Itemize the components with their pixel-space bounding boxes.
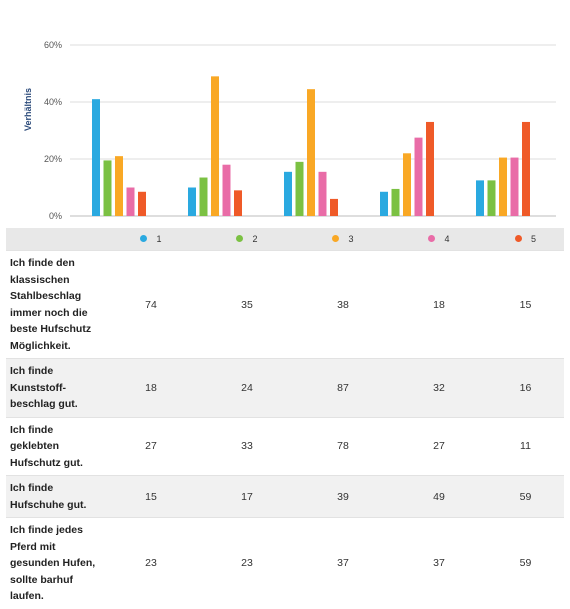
table-cell: 32 bbox=[391, 358, 487, 417]
legend-item-2: 2 bbox=[199, 228, 295, 251]
legend-label-3: 3 bbox=[348, 234, 354, 244]
bar-series-2-cat-2 bbox=[199, 177, 208, 216]
table-cell: 49 bbox=[391, 475, 487, 518]
y-axis-ticks: 0% 20% 40% 60% bbox=[44, 40, 62, 221]
bar-chart: 0% 20% 40% 60% Verhältnis bbox=[0, 0, 570, 228]
bar-series-1-cat-3 bbox=[284, 171, 292, 216]
bar-series-5-cat-4 bbox=[426, 121, 434, 216]
legend-dot-3 bbox=[332, 235, 340, 243]
bar-series-3-cat-3 bbox=[307, 89, 315, 216]
y-tick-label: 0% bbox=[49, 211, 62, 221]
table-cell: 38 bbox=[295, 250, 391, 359]
row-label: Ich finde Hufschuhe gut. bbox=[6, 475, 103, 518]
bar-series-2-cat-4 bbox=[391, 188, 400, 216]
legend-dot-4 bbox=[428, 235, 436, 243]
legend-item-3: 3 bbox=[295, 228, 391, 251]
bar-series-4-cat-2 bbox=[222, 164, 231, 216]
bar-series-2-cat-1 bbox=[103, 160, 112, 216]
table-cell: 78 bbox=[295, 416, 391, 476]
data-table: 1 2 3 4 5 Ich finde den klassischen Stah… bbox=[6, 228, 564, 609]
table-cell: 23 bbox=[103, 517, 199, 609]
table-cell: 15 bbox=[487, 250, 564, 359]
table-cell: 59 bbox=[487, 475, 564, 518]
bar-series-4-cat-3 bbox=[318, 171, 327, 216]
table-cell: 15 bbox=[103, 475, 199, 518]
bar-series-1-cat-1 bbox=[92, 99, 100, 216]
legend-item-1: 1 bbox=[103, 228, 199, 251]
table-cell: 59 bbox=[487, 517, 564, 609]
table-cell: 18 bbox=[391, 250, 487, 359]
table-cell: 27 bbox=[391, 416, 487, 476]
bar-series-5-cat-1 bbox=[138, 191, 146, 216]
bar-series-2-cat-5 bbox=[487, 180, 496, 216]
table-cell: 18 bbox=[103, 358, 199, 417]
legend-item-4: 4 bbox=[391, 228, 487, 251]
table-cell: 74 bbox=[103, 250, 199, 359]
y-tick-label: 20% bbox=[44, 154, 62, 164]
legend-label-1: 1 bbox=[156, 234, 162, 244]
table-cell: 39 bbox=[295, 475, 391, 518]
table-cell: 17 bbox=[199, 475, 295, 518]
bar-series-1-cat-4 bbox=[380, 191, 388, 216]
table-cell: 37 bbox=[391, 517, 487, 609]
legend-dot-5 bbox=[514, 235, 522, 243]
legend-item-5: 5 bbox=[487, 228, 564, 251]
row-label: Ich finde jedes Pferd mit gesunden Hufen… bbox=[6, 517, 103, 609]
chart-svg: 0% 20% 40% 60% Verhältnis bbox=[23, 40, 556, 221]
bar-series-4-cat-4 bbox=[414, 137, 423, 216]
row-label: Ich finde den klassischen Stahlbeschlag … bbox=[6, 250, 103, 359]
table-row: Ich finde geklebten Hufschutz gut. 27 33… bbox=[6, 416, 564, 476]
table-cell: 37 bbox=[295, 517, 391, 609]
bar-series-3-cat-4 bbox=[403, 153, 411, 216]
bar-series-5-cat-5 bbox=[522, 121, 530, 216]
bar-series-1-cat-5 bbox=[476, 180, 484, 216]
legend-label-5: 5 bbox=[530, 234, 536, 244]
bar-series-3-cat-5 bbox=[499, 157, 507, 216]
table-cell: 16 bbox=[487, 358, 564, 417]
y-tick-label: 60% bbox=[44, 40, 62, 50]
bar-series-1-cat-2 bbox=[188, 187, 196, 216]
legend-spacer bbox=[6, 228, 103, 251]
table-cell: 11 bbox=[487, 416, 564, 476]
table-cell: 23 bbox=[199, 517, 295, 609]
table-cell: 24 bbox=[199, 358, 295, 417]
legend-dot-1 bbox=[140, 235, 148, 243]
bar-series-3-cat-2 bbox=[211, 76, 219, 216]
legend-label-4: 4 bbox=[444, 234, 450, 244]
row-label: Ich finde Kunststoff-beschlag gut. bbox=[6, 358, 103, 417]
bar-series-5-cat-3 bbox=[330, 198, 338, 216]
bar-series-2-cat-3 bbox=[295, 161, 304, 216]
legend-dot-2 bbox=[236, 235, 244, 243]
y-tick-label: 40% bbox=[44, 97, 62, 107]
bar-series-3-cat-1 bbox=[115, 156, 123, 216]
bar-series-4-cat-5 bbox=[510, 157, 519, 216]
table-cell: 87 bbox=[295, 358, 391, 417]
bars bbox=[92, 76, 530, 216]
table-cell: 35 bbox=[199, 250, 295, 359]
legend-row: 1 2 3 4 5 bbox=[6, 228, 564, 251]
table-row: Ich finde Hufschuhe gut. 15 17 39 49 59 bbox=[6, 475, 564, 518]
legend-label-2: 2 bbox=[252, 234, 258, 244]
table-row: Ich finde den klassischen Stahlbeschlag … bbox=[6, 250, 564, 359]
bar-series-4-cat-1 bbox=[126, 187, 135, 216]
bar-series-5-cat-2 bbox=[234, 190, 242, 216]
table-row: Ich finde Kunststoff-beschlag gut. 18 24… bbox=[6, 358, 564, 417]
row-label: Ich finde geklebten Hufschutz gut. bbox=[6, 416, 103, 476]
table-row: Ich finde jedes Pferd mit gesunden Hufen… bbox=[6, 517, 564, 609]
y-axis-label: Verhältnis bbox=[23, 88, 33, 131]
table-cell: 27 bbox=[103, 416, 199, 476]
table-cell: 33 bbox=[199, 416, 295, 476]
